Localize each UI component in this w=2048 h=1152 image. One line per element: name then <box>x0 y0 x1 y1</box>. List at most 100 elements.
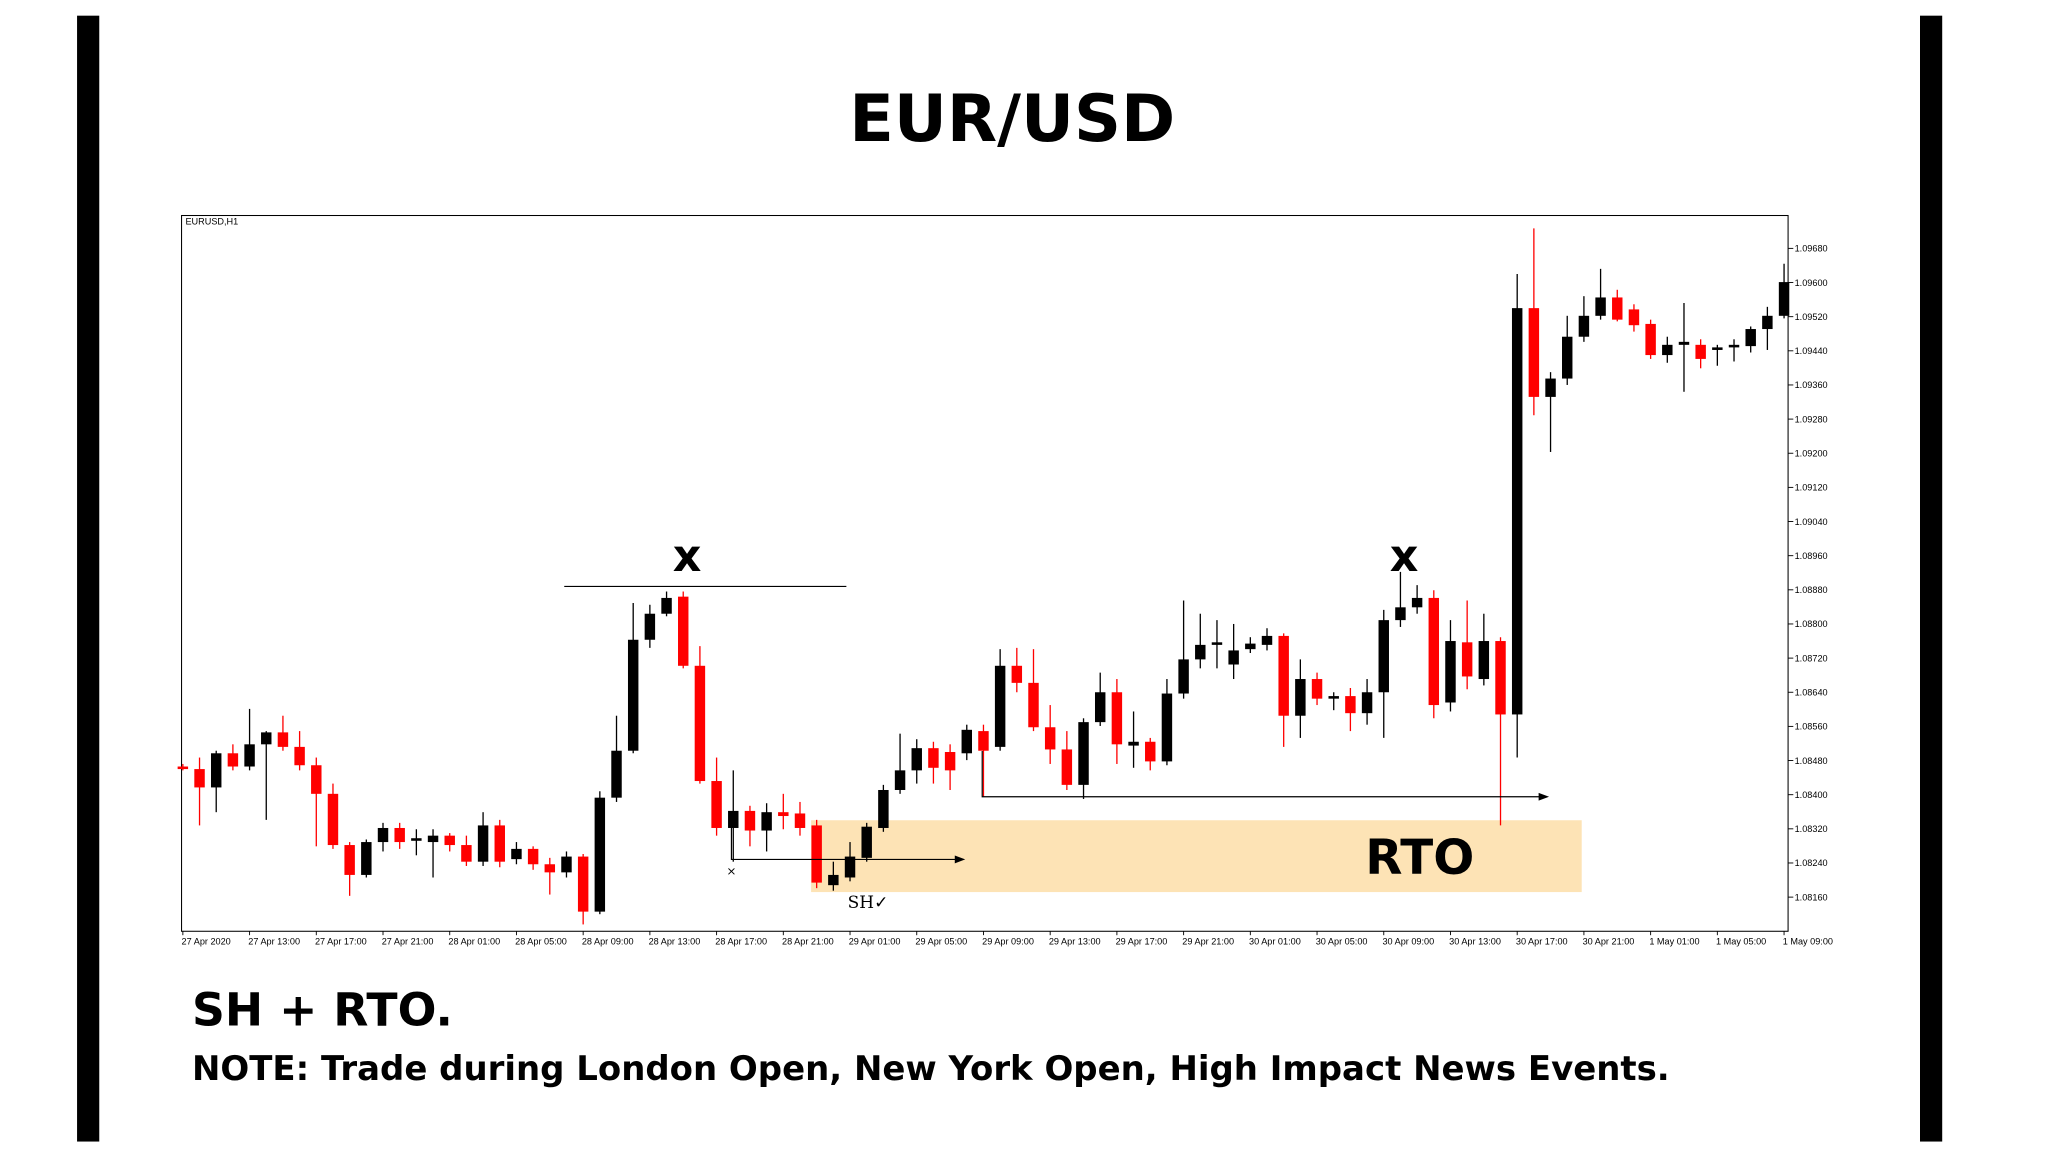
x-tick-label: 1 May 01:00 <box>1649 936 1699 946</box>
x-tick-label: 28 Apr 01:00 <box>448 936 500 946</box>
arrow-head <box>1538 792 1550 801</box>
y-tick-label: 1.08560 <box>1795 722 1828 732</box>
candle-body <box>1311 679 1323 699</box>
candle-body <box>1445 641 1456 703</box>
y-tick-label: 1.08640 <box>1795 688 1828 698</box>
candle-body <box>394 827 405 843</box>
candle-body <box>1028 682 1039 728</box>
zone-label: RTO <box>1365 830 1474 886</box>
y-tick-label: 1.09200 <box>1795 449 1828 459</box>
candle-body <box>928 748 939 768</box>
candle-body <box>1712 347 1723 350</box>
candle-body <box>444 835 455 846</box>
x-tick-label: 28 Apr 09:00 <box>582 936 634 946</box>
candle-body <box>1662 344 1673 356</box>
candle-body <box>878 789 889 828</box>
candle-body <box>1478 641 1490 680</box>
candle-body <box>1411 597 1423 608</box>
y-tick-label: 1.09600 <box>1795 278 1828 288</box>
candle-body <box>1361 692 1373 714</box>
candle-body <box>227 753 239 767</box>
candle-body <box>1762 315 1773 330</box>
candle-body <box>1461 642 1473 677</box>
candle-body <box>1195 644 1206 660</box>
y-tick-label: 1.09680 <box>1795 244 1828 254</box>
y-tick-label: 1.09120 <box>1795 483 1828 493</box>
y-tick-label: 1.08880 <box>1795 585 1828 595</box>
candle-body <box>1528 308 1540 397</box>
candle-body <box>1612 297 1623 320</box>
candle-body <box>177 766 189 770</box>
candle-body <box>361 842 372 875</box>
candle-body <box>1345 696 1356 714</box>
candle-body <box>1645 323 1656 356</box>
candle-body <box>194 769 205 788</box>
x-tick-label: 1 May 09:00 <box>1783 936 1833 946</box>
candle-body <box>1111 692 1123 745</box>
candle-body <box>1628 309 1640 326</box>
y-tick-label: 1.08240 <box>1795 858 1828 868</box>
candle-body <box>644 613 656 640</box>
candle-body <box>1245 643 1256 650</box>
x-tick-label: 29 Apr 21:00 <box>1182 936 1234 946</box>
x-tick-label: 28 Apr 13:00 <box>649 936 701 946</box>
annotation: x <box>1390 531 1419 582</box>
y-tick-label: 1.09280 <box>1795 414 1828 424</box>
y-tick-label: 1.09040 <box>1795 517 1828 527</box>
candle-body <box>861 826 872 858</box>
y-tick-label: 1.08960 <box>1795 551 1828 561</box>
candle-body <box>577 856 589 912</box>
candle-body <box>778 812 789 817</box>
candle-body <box>294 746 305 766</box>
candle-body <box>1328 696 1339 699</box>
candle-body <box>894 770 906 790</box>
right-bar <box>1920 15 1943 1142</box>
arrow-line <box>981 751 1542 798</box>
chart-title: EUR/USD <box>849 81 1175 157</box>
candle-body <box>1094 692 1106 723</box>
candle-body <box>794 813 806 828</box>
candle-body <box>1044 727 1056 750</box>
annotation: x <box>673 531 702 582</box>
x-tick-label: 28 Apr 21:00 <box>782 936 834 946</box>
x-tick-label: 27 Apr 17:00 <box>315 936 367 946</box>
symbol-label: EURUSD,H1 <box>185 217 238 227</box>
y-tick-label: 1.09520 <box>1795 312 1828 322</box>
candle-body <box>961 729 973 754</box>
candle-body <box>1562 336 1573 379</box>
candle-body <box>1495 641 1506 715</box>
candle-body <box>1378 620 1389 693</box>
candle-body <box>944 752 956 771</box>
candle-body <box>1745 329 1756 347</box>
rto-zone <box>811 820 1582 893</box>
candle-body <box>427 835 439 843</box>
candle-body <box>844 856 856 878</box>
candle-body <box>594 797 606 912</box>
arrow-head <box>954 855 966 864</box>
y-tick-label: 1.09440 <box>1795 346 1828 356</box>
candle-body <box>1578 315 1590 337</box>
candle-body <box>377 827 389 843</box>
candle-body <box>978 731 989 751</box>
candle-body <box>1261 635 1273 645</box>
x-tick-label: 29 Apr 17:00 <box>1116 936 1168 946</box>
candle-body <box>1595 297 1606 316</box>
candle-body <box>244 744 255 767</box>
x-tick-label: 30 Apr 17:00 <box>1516 936 1568 946</box>
candle-body <box>1145 741 1156 762</box>
candle-body <box>277 732 289 747</box>
x-tick-label: 29 Apr 05:00 <box>915 936 967 946</box>
candle-body <box>494 825 505 862</box>
candle-body <box>411 838 422 841</box>
x-tick-label: 1 May 05:00 <box>1716 936 1766 946</box>
cross-mark: × <box>726 864 736 878</box>
y-tick-label: 1.08320 <box>1795 824 1828 834</box>
y-tick-label: 1.08800 <box>1795 619 1828 629</box>
candle-body <box>1128 741 1139 746</box>
x-tick-label: 28 Apr 17:00 <box>715 936 767 946</box>
x-tick-label: 30 Apr 13:00 <box>1449 936 1501 946</box>
candle-body <box>1545 378 1556 397</box>
candle-body <box>994 665 1006 747</box>
candle-body <box>1728 344 1740 348</box>
